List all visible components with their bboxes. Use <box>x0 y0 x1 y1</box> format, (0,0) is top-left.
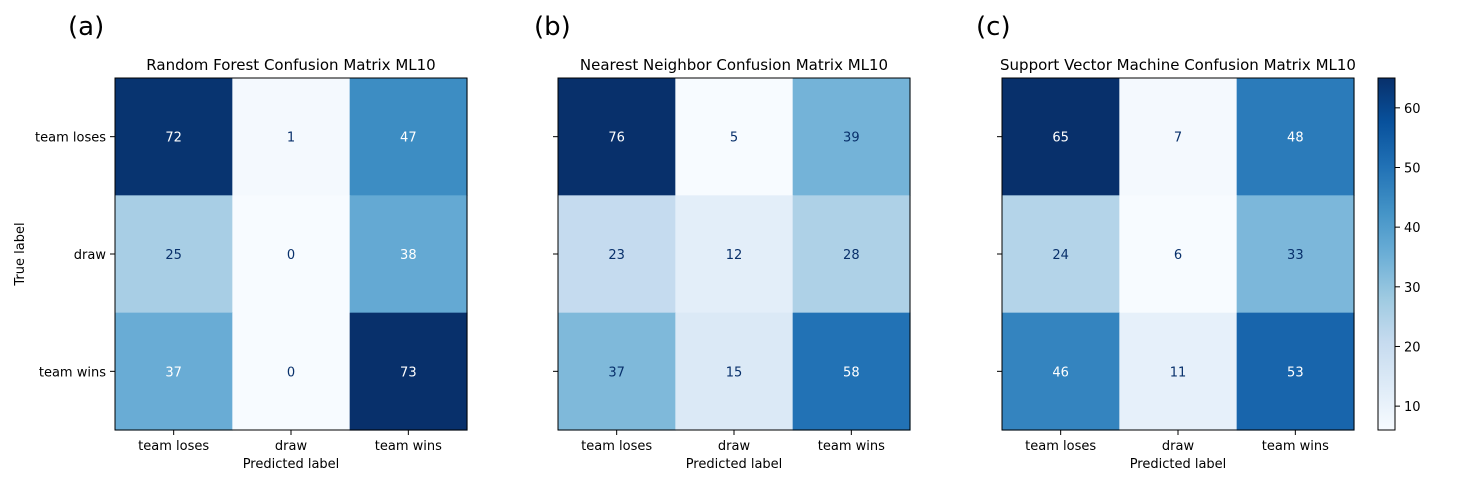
x-axis-label: Predicted label <box>1130 457 1227 472</box>
heatmap-cell <box>1119 312 1238 431</box>
heatmap-cell <box>675 195 794 314</box>
x-tick-label: team loses <box>138 439 209 454</box>
heatmap-cell <box>1002 195 1120 314</box>
cell-value-label: 76 <box>608 131 625 146</box>
cell-value-label: 37 <box>608 365 625 380</box>
cell-value-label: 38 <box>400 248 417 263</box>
cell-value-label: 1 <box>287 131 295 146</box>
colorbar-tick-label: 20 <box>1404 340 1421 355</box>
x-tick-label: draw <box>1162 439 1195 454</box>
colorbar-tick-label: 30 <box>1404 281 1421 296</box>
colorbar-tick-label: 60 <box>1404 102 1421 117</box>
colorbar-gradient <box>1377 77 1396 431</box>
cell-value-label: 23 <box>608 248 625 263</box>
confusion-matrix-panel-1: (a) Random Forest Confusion Matrix ML10 72… <box>13 12 468 472</box>
cell-value-label: 15 <box>726 365 743 380</box>
heatmap-cell <box>558 78 676 196</box>
confusion-matrix-panel-3: (c) Support Vector Machine Confusion Matr… <box>976 12 1356 472</box>
x-axis-label: Predicted label <box>686 457 783 472</box>
chart-title: Support Vector Machine Confusion Matrix … <box>1000 56 1356 74</box>
x-tick-label: team wins <box>375 439 442 454</box>
y-axis-label: True label <box>13 222 28 286</box>
cell-value-label: 72 <box>165 131 182 146</box>
cell-value-label: 12 <box>726 248 743 263</box>
heatmap-cell <box>1119 78 1238 196</box>
heatmap-cell <box>349 312 468 431</box>
x-axis-label: Predicted label <box>243 457 340 472</box>
colorbar-tick-label: 40 <box>1404 221 1421 236</box>
panel-letter: (b) <box>534 12 571 42</box>
cell-value-label: 25 <box>165 248 182 263</box>
cell-value-label: 0 <box>287 248 295 263</box>
cell-value-label: 39 <box>843 131 860 146</box>
cell-value-label: 11 <box>1170 365 1187 380</box>
heatmap-cell <box>115 195 233 314</box>
colorbar-tick-label: 10 <box>1404 400 1421 415</box>
y-tick-label: draw <box>74 248 107 263</box>
y-tick-label: team wins <box>39 365 106 380</box>
panel-letter: (c) <box>976 12 1011 42</box>
heatmap-cell <box>675 78 794 196</box>
x-tick-label: team loses <box>581 439 652 454</box>
cell-value-label: 65 <box>1052 131 1069 146</box>
heatmap-cell <box>1236 195 1355 314</box>
heatmap-cell <box>1002 78 1120 196</box>
x-tick-label: draw <box>718 439 751 454</box>
heatmap-cell <box>558 312 676 431</box>
chart-title: Random Forest Confusion Matrix ML10 <box>146 56 435 74</box>
heatmap-cell <box>792 78 911 196</box>
x-tick-label: team wins <box>818 439 885 454</box>
heatmap-cell <box>1236 312 1355 431</box>
cell-value-label: 48 <box>1287 131 1304 146</box>
heatmap-cell <box>792 312 911 431</box>
x-tick-label: team loses <box>1025 439 1096 454</box>
cell-value-label: 58 <box>843 365 860 380</box>
cell-value-label: 47 <box>400 131 417 146</box>
colorbar: 10 20 30 40 50 60 <box>1377 77 1421 431</box>
cell-value-label: 0 <box>287 365 295 380</box>
cell-value-label: 46 <box>1052 365 1069 380</box>
cell-value-label: 33 <box>1287 248 1304 263</box>
heatmap-cell <box>115 312 233 431</box>
heatmap-cell <box>792 195 911 314</box>
x-tick-label: team wins <box>1262 439 1329 454</box>
cell-value-label: 6 <box>1174 248 1182 263</box>
cell-value-label: 73 <box>400 365 417 380</box>
heatmap-cell <box>558 195 676 314</box>
cell-value-label: 24 <box>1052 248 1069 263</box>
heatmap-cell <box>115 78 233 196</box>
heatmap-cell <box>349 195 468 314</box>
chart-title: Nearest Neighbor Confusion Matrix ML10 <box>580 56 888 74</box>
heatmap-cell <box>1119 195 1238 314</box>
heatmap-cell <box>232 78 351 196</box>
confusion-matrix-panel-2: (b) Nearest Neighbor Confusion Matrix ML1… <box>534 12 911 472</box>
cell-value-label: 28 <box>843 248 860 263</box>
x-tick-label: draw <box>275 439 308 454</box>
cell-value-label: 37 <box>165 365 182 380</box>
heatmap-cell <box>232 195 351 314</box>
heatmap-cell <box>675 312 794 431</box>
heatmap-cell <box>349 78 468 196</box>
heatmap-cell <box>1236 78 1355 196</box>
y-tick-label: team loses <box>35 131 106 146</box>
cell-value-label: 7 <box>1174 131 1182 146</box>
colorbar-tick-label: 50 <box>1404 161 1421 176</box>
heatmap-cell <box>1002 312 1120 431</box>
cell-value-label: 53 <box>1287 365 1304 380</box>
panel-letter: (a) <box>68 12 104 42</box>
heatmap-cell <box>232 312 351 431</box>
cell-value-label: 5 <box>730 131 738 146</box>
